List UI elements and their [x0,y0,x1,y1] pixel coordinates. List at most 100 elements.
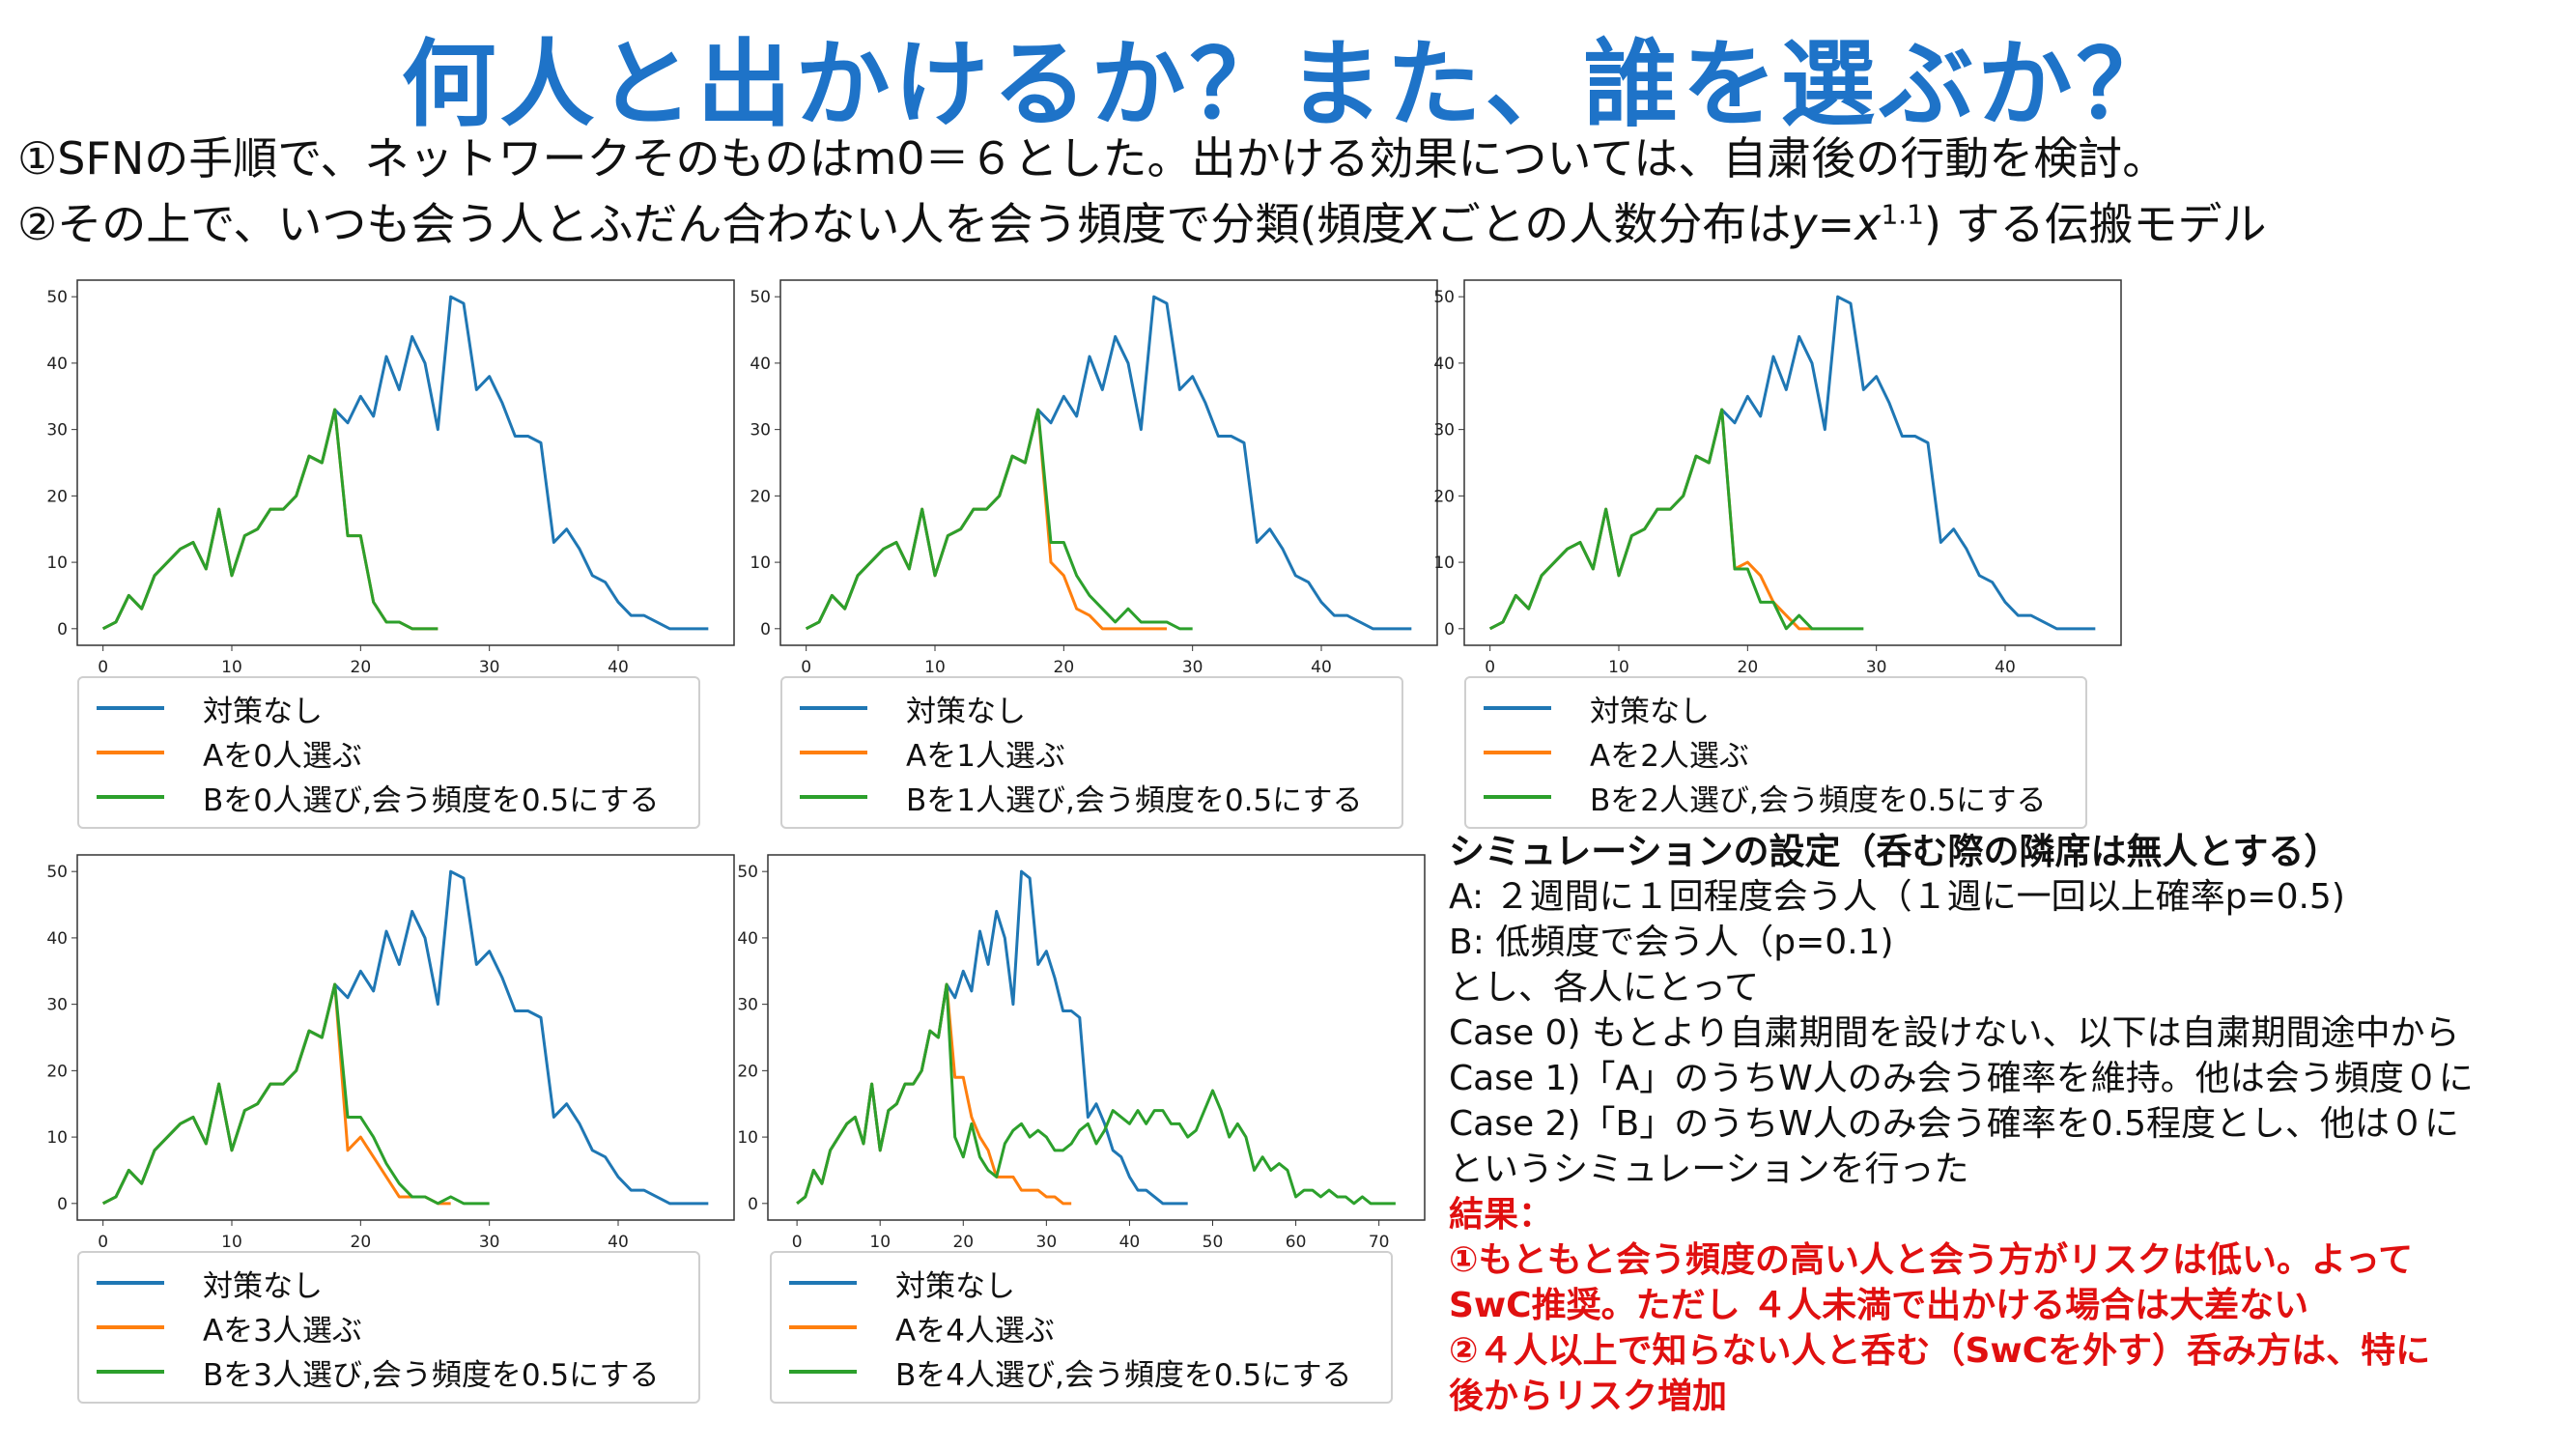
legend-item: Aを4人選ぶ [789,1305,1373,1350]
legend-item: 対策なし [789,1261,1373,1305]
legend-swatch [789,1281,857,1285]
y-tick-label: 10 [46,1128,68,1148]
legend-1: 対策なし Aを1人選ぶ Bを1人選び,会う頻度を0.5にする [780,676,1403,829]
x-tick-label: 60 [1286,1233,1307,1252]
chart-svg: 0 10 20 30 40 50 0 10 20 30 40 [1433,279,2122,677]
legend-2: 対策なし Aを2人選ぶ Bを2人選び,会う頻度を0.5にする [1464,676,2087,829]
x-tick-label: 0 [98,1233,108,1252]
y-tick-label: 20 [750,487,771,506]
settings-line: A: ２週間に１回程度会う人（１週に一回以上確率p=0.5) [1449,877,2345,917]
y-tick-label: 10 [737,1128,758,1148]
series-line-b [805,408,1193,631]
legend-swatch [1484,706,1551,710]
y-tick-label: 30 [737,996,758,1015]
x-tick-label: 40 [608,1233,629,1252]
legend-label: Aを0人選ぶ [203,738,362,774]
y-tick-label: 0 [748,1195,758,1214]
y-tick-label: 50 [46,288,68,307]
legend-label: 対策なし [906,694,1026,729]
chart-svg: 0 10 20 30 40 50 0 10 20 30 40 [750,279,1438,677]
x-tick-label: 40 [1311,658,1332,677]
legend-swatch [789,1325,857,1329]
series-line-b [101,408,439,631]
x-tick-label: 10 [1608,658,1629,677]
legend-item: Aを2人選ぶ [1484,730,2068,775]
x-tick-label: 30 [1182,658,1203,677]
x-tick-label: 20 [1054,658,1075,677]
legend-swatch [97,706,164,710]
settings-heading: シミュレーションの設定（呑む際の隣席は無人とする） [1449,831,2340,872]
y-tick-label: 50 [750,288,771,307]
settings-line: というシミュレーションを行った [1449,1150,1969,1189]
x-tick-label: 30 [1036,1233,1058,1252]
legend-item: Bを2人選び,会う頻度を0.5にする [1484,775,2068,819]
legend-item: 対策なし [97,686,681,730]
x-tick-label: 30 [479,658,500,677]
x-tick-label: 30 [479,1233,500,1252]
legend-label: Bを3人選び,会う頻度を0.5にする [203,1357,660,1393]
x-tick-label: 10 [221,658,242,677]
legend-label: 対策なし [203,1268,323,1304]
legend-item: Bを1人選び,会う頻度を0.5にする [800,775,1384,819]
y-tick-label: 0 [57,1195,68,1214]
series-line-b [796,982,1396,1206]
series-line-a [796,982,1072,1206]
legend-swatch [800,751,867,754]
x-tick-label: 0 [792,1233,803,1252]
chart-svg: 0 10 20 30 40 50 0 10 20 30 40 [46,279,735,677]
x-tick-label: 0 [1485,658,1495,677]
y-tick-label: 40 [750,355,771,374]
y-tick-label: 20 [46,1062,68,1081]
legend-label: Bを0人選び,会う頻度を0.5にする [203,782,660,818]
legend-item: Aを0人選ぶ [97,730,681,775]
legend-label: Aを2人選ぶ [1590,738,1749,774]
y-tick-label: 30 [1433,421,1455,440]
legend-swatch [800,795,867,799]
plot-frame [76,854,735,1221]
y-tick-label: 20 [737,1062,758,1081]
x-tick-label: 70 [1369,1233,1390,1252]
legend-0: 対策なし Aを0人選ぶ Bを0人選び,会う頻度を0.5にする [77,676,700,829]
legend-label: Bを1人選び,会う頻度を0.5にする [906,782,1363,818]
y-tick-label: 10 [46,554,68,573]
x-tick-label: 20 [351,658,372,677]
legend-label: 対策なし [895,1268,1015,1304]
legend-item: Aを1人選ぶ [800,730,1384,775]
legend-swatch [97,1281,164,1285]
settings-line: Case 0) もとより自粛期間を設けない、以下は自粛期間途中から [1449,1013,2460,1053]
settings-line: B: 低頻度で会う人（p=0.1) [1449,923,1894,962]
x-tick-label: 20 [351,1233,372,1252]
legend-3: 対策なし Aを3人選ぶ Bを3人選び,会う頻度を0.5にする [77,1251,700,1404]
result-line: SwC推奨。ただし ４人未満で出かける場合は大差ない [1449,1286,2309,1325]
series-line-baseline [796,869,1188,1206]
series-line-a [805,408,1167,631]
x-tick-label: 40 [1995,658,2016,677]
plot-frame [779,279,1438,646]
y-tick-label: 40 [46,929,68,949]
result-line: ②４人以上で知らない人と呑む（SwCを外す）呑み方は、特に [1449,1331,2431,1371]
y-tick-label: 30 [46,421,68,440]
page-title: 何人と出かけるか？また、誰を選ぶか？ [401,30,2175,140]
y-tick-label: 40 [737,929,758,949]
y-tick-label: 10 [1433,554,1455,573]
series-line-b [101,982,490,1206]
legend-swatch [800,706,867,710]
plot-frame [767,854,1426,1221]
x-tick-label: 40 [1119,1233,1141,1252]
x-tick-label: 50 [1203,1233,1224,1252]
y-tick-label: 40 [46,355,68,374]
legend-label: 対策なし [1590,694,1710,729]
legend-swatch [97,1325,164,1329]
legend-label: Aを3人選ぶ [203,1313,362,1349]
legend-label: Bを2人選び,会う頻度を0.5にする [1590,782,2047,818]
y-tick-label: 40 [1433,355,1455,374]
y-tick-label: 50 [737,863,758,882]
series-line-a [101,408,439,631]
subtitle-line-2-text: ②その上で、いつも会う人とふだん合わない人を会う頻度で分類(頻度Xごとの人数分布… [17,198,2267,250]
legend-item: Bを0人選び,会う頻度を0.5にする [97,775,681,819]
legend-label: 対策なし [203,694,323,729]
y-tick-label: 20 [1433,487,1455,506]
subtitle-line-2: ②その上で、いつも会う人とふだん合わない人を会う頻度で分類(頻度Xごとの人数分布… [17,189,2267,253]
y-tick-label: 50 [46,863,68,882]
legend-label: Aを1人選ぶ [906,738,1065,774]
